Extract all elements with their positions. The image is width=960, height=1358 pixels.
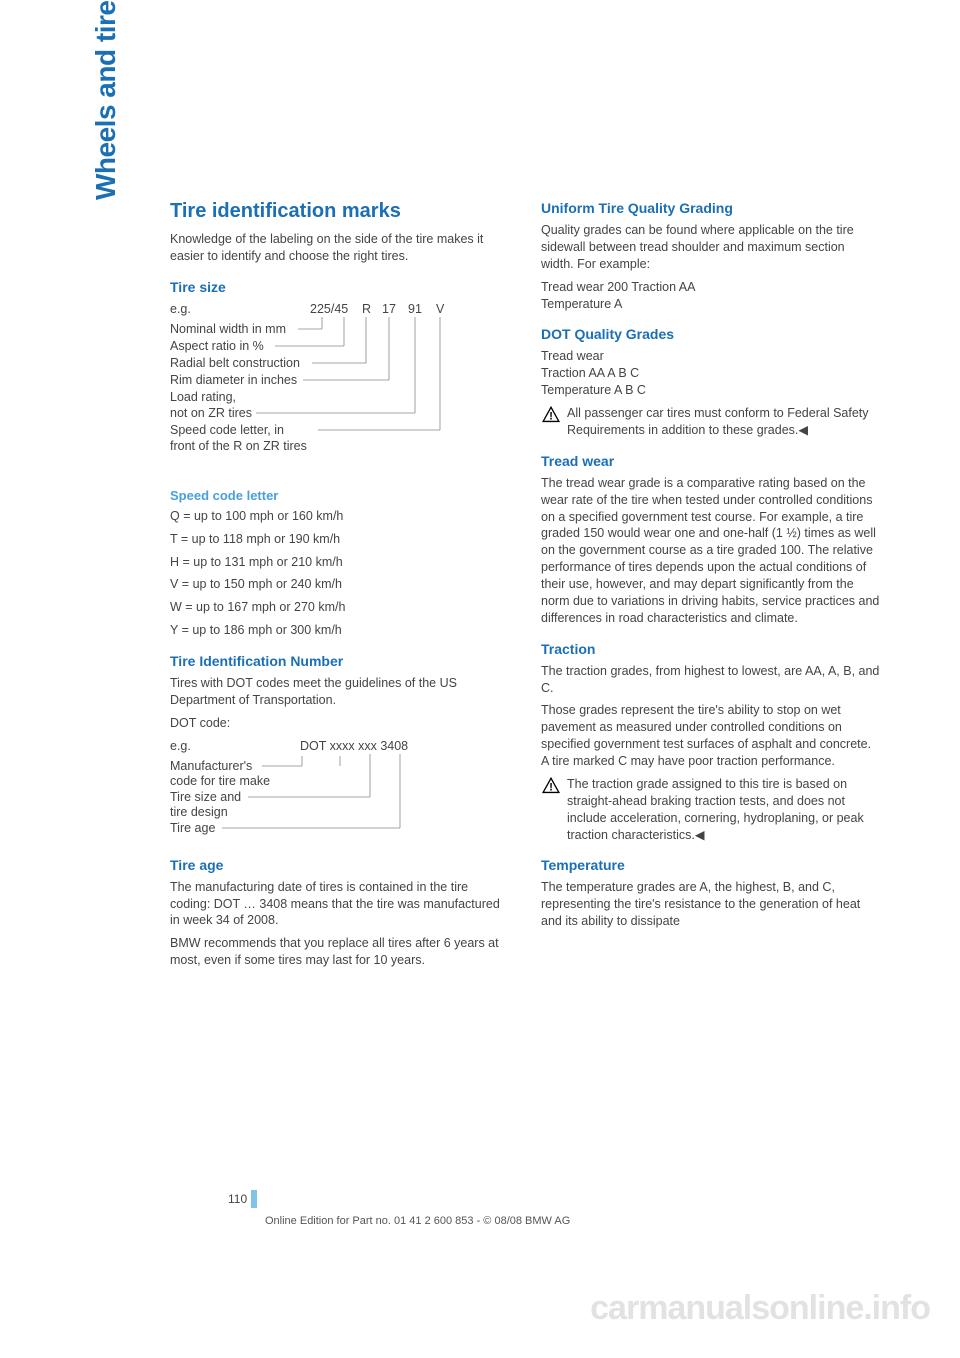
heading-speed-code: Speed code letter	[170, 488, 509, 503]
utqg-p2a: Tread wear 200 Traction AA	[541, 279, 880, 296]
dot-l1b: code for tire make	[170, 774, 270, 788]
warning-traction-text: The traction grade assigned to this tire…	[567, 776, 880, 844]
code-91: 91	[408, 302, 422, 316]
warning-dot-text: All passenger car tires must conform to …	[567, 405, 880, 439]
lbl-nominal-width: Nominal width in mm	[170, 322, 286, 336]
lbl-aspect-ratio: Aspect ratio in %	[170, 339, 264, 353]
speed-h: H = up to 131 mph or 210 km/h	[170, 554, 509, 571]
heading-tin: Tire Identification Number	[170, 653, 509, 669]
tin-p2: DOT code:	[170, 715, 509, 732]
page-content: Tire identification marks Knowledge of t…	[100, 200, 880, 975]
dot-l2b: tire design	[170, 805, 228, 819]
speed-v: V = up to 150 mph or 240 km/h	[170, 576, 509, 593]
side-section-title: Wheels and tires	[90, 0, 122, 200]
dot-l2a: Tire size and	[170, 790, 241, 804]
dot-code: DOT xxxx xxx 3408	[300, 739, 408, 753]
heading-temperature: Temperature	[541, 857, 880, 873]
code-225-45: 225/45	[310, 302, 348, 316]
lbl-speed-b: front of the R on ZR tires	[170, 439, 307, 453]
page-number-wrap: 110	[228, 1190, 257, 1208]
utqg-p1: Quality grades can be found where applic…	[541, 222, 880, 273]
warning-icon: !	[541, 776, 561, 794]
lbl-rim-diameter: Rim diameter in inches	[170, 373, 297, 387]
tire-size-diagram: e.g. 225/45 R 17 91 V Nominal width in m…	[170, 301, 509, 476]
code-r: R	[362, 302, 371, 316]
lbl-load-b: not on ZR tires	[170, 406, 252, 420]
footer-text: Online Edition for Part no. 01 41 2 600 …	[265, 1215, 570, 1227]
tire-age-p2: BMW recommends that you replace all tire…	[170, 935, 509, 969]
intro-text: Knowledge of the labeling on the side of…	[170, 231, 509, 265]
dot-l3: Tire age	[170, 821, 215, 835]
warning-icon: !	[541, 405, 561, 423]
heading-tire-size: Tire size	[170, 279, 509, 295]
watermark: carmanualsonline.info	[590, 1289, 930, 1328]
utqg-p2b: Temperature A	[541, 296, 880, 313]
heading-tread-wear: Tread wear	[541, 453, 880, 469]
code-v: V	[436, 302, 445, 316]
right-column: Uniform Tire Quality Grading Quality gra…	[541, 200, 880, 975]
dot-l1: Tread wear	[541, 348, 880, 365]
eg-label: e.g.	[170, 302, 191, 316]
code-17: 17	[382, 302, 396, 316]
speed-q: Q = up to 100 mph or 160 km/h	[170, 508, 509, 525]
page-number-accent	[251, 1190, 257, 1208]
heading-tire-id-marks: Tire identification marks	[170, 200, 509, 223]
svg-text:!: !	[549, 410, 553, 422]
warning-dot: ! All passenger car tires must conform t…	[541, 405, 880, 439]
page-number: 110	[228, 1192, 247, 1206]
heading-tire-age: Tire age	[170, 857, 509, 873]
speed-y: Y = up to 186 mph or 300 km/h	[170, 622, 509, 639]
warning-traction: ! The traction grade assigned to this ti…	[541, 776, 880, 844]
traction-p2: Those grades represent the tire's abilit…	[541, 702, 880, 770]
dot-l1a: Manufacturer's	[170, 759, 252, 773]
tire-age-p1: The manufacturing date of tires is conta…	[170, 879, 509, 930]
side-title-text: Wheels and tires	[90, 0, 121, 200]
speed-w: W = up to 167 mph or 270 km/h	[170, 599, 509, 616]
traction-p1: The traction grades, from highest to low…	[541, 663, 880, 697]
svg-text:!: !	[549, 781, 553, 793]
lbl-speed-a: Speed code letter, in	[170, 423, 284, 437]
dot-l2: Traction AA A B C	[541, 365, 880, 382]
lbl-load-a: Load rating,	[170, 390, 236, 404]
dot-code-diagram: e.g. DOT xxxx xxx 3408 Manufacturer's co…	[170, 738, 509, 843]
tread-p1: The tread wear grade is a comparative ra…	[541, 475, 880, 627]
speed-t: T = up to 118 mph or 190 km/h	[170, 531, 509, 548]
heading-utqg: Uniform Tire Quality Grading	[541, 200, 880, 216]
lbl-radial: Radial belt construction	[170, 356, 300, 370]
temp-p1: The temperature grades are A, the highes…	[541, 879, 880, 930]
left-column: Tire identification marks Knowledge of t…	[170, 200, 509, 975]
heading-dot-grades: DOT Quality Grades	[541, 326, 880, 342]
heading-traction: Traction	[541, 641, 880, 657]
dot-l3: Temperature A B C	[541, 382, 880, 399]
tin-p1: Tires with DOT codes meet the guidelines…	[170, 675, 509, 709]
dot-eg: e.g.	[170, 739, 191, 753]
